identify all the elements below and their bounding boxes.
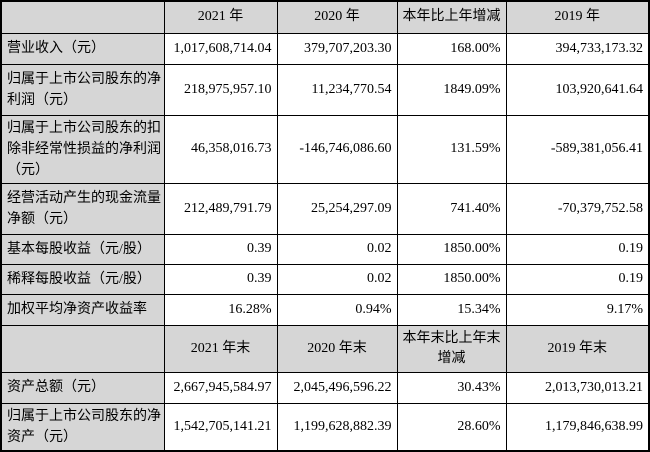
cell-value: 0.39 <box>163 233 278 265</box>
row-label-net-profit-excl-nonrecurring: 归属于上市公司股东的扣除非经常性损益的净利润（元） <box>0 114 165 184</box>
table-row: 资产总额（元） 2,667,945,584.97 2,045,496,596.2… <box>0 371 650 404</box>
cell-value: 2,013,730,013.21 <box>505 371 650 404</box>
row-label-net-assets: 归属于上市公司股东的净资产（元） <box>0 402 165 452</box>
table-row: 基本每股收益（元/股） 0.39 0.02 1850.00% 0.19 <box>0 233 650 265</box>
cell-value: 218,975,957.10 <box>163 63 278 116</box>
cell-value: 379,707,203.30 <box>276 32 398 65</box>
row-label-basic-eps: 基本每股收益（元/股） <box>0 233 165 265</box>
column-header-2021: 2021 年 <box>163 0 278 34</box>
cell-value: 1,542,705,141.21 <box>163 402 278 452</box>
cell-value: 1,017,608,714.04 <box>163 32 278 65</box>
cell-value: 15.34% <box>396 293 507 326</box>
cell-value: 103,920,641.64 <box>505 63 650 116</box>
table-header-row-period: 2021 年 2020 年 本年比上年增减 2019 年 <box>0 0 650 34</box>
cell-value: 1,179,846,638.99 <box>505 402 650 452</box>
cell-value: 1850.00% <box>396 233 507 265</box>
cell-value: 0.19 <box>505 263 650 295</box>
table-row: 加权平均净资产收益率 16.28% 0.94% 15.34% 9.17% <box>0 293 650 326</box>
cell-value: 212,489,791.79 <box>163 182 278 235</box>
cell-value: 168.00% <box>396 32 507 65</box>
column-header-yoy-change: 本年比上年增减 <box>396 0 507 34</box>
column-header-2020-yearend: 2020 年末 <box>276 324 398 373</box>
cell-value: 0.39 <box>163 263 278 295</box>
cell-value: 2,667,945,584.97 <box>163 371 278 404</box>
cell-value: -589,381,056.41 <box>505 114 650 184</box>
column-header-2020: 2020 年 <box>276 0 398 34</box>
row-label-net-profit: 归属于上市公司股东的净利润（元） <box>0 63 165 116</box>
row-label-total-assets: 资产总额（元） <box>0 371 165 404</box>
cell-value: 0.94% <box>276 293 398 326</box>
table-row: 营业收入（元） 1,017,608,714.04 379,707,203.30 … <box>0 32 650 65</box>
cell-value: 2,045,496,596.22 <box>276 371 398 404</box>
header-corner-cell <box>0 0 165 34</box>
cell-value: 0.02 <box>276 233 398 265</box>
cell-value: 9.17% <box>505 293 650 326</box>
table-row: 归属于上市公司股东的扣除非经常性损益的净利润（元） 46,358,016.73 … <box>0 114 650 184</box>
row-label-revenue: 营业收入（元） <box>0 32 165 65</box>
cell-value: 0.19 <box>505 233 650 265</box>
table-row: 稀释每股收益（元/股） 0.39 0.02 1850.00% 0.19 <box>0 263 650 295</box>
cell-value: 741.40% <box>396 182 507 235</box>
cell-value: 16.28% <box>163 293 278 326</box>
column-header-yearend-change: 本年末比上年末增减 <box>396 324 507 373</box>
cell-value: 11,234,770.54 <box>276 63 398 116</box>
row-label-weighted-avg-roe: 加权平均净资产收益率 <box>0 293 165 326</box>
table-row: 归属于上市公司股东的净资产（元） 1,542,705,141.21 1,199,… <box>0 402 650 452</box>
column-header-2019-yearend: 2019 年末 <box>505 324 650 373</box>
cell-value: 131.59% <box>396 114 507 184</box>
row-label-diluted-eps: 稀释每股收益（元/股） <box>0 263 165 295</box>
cell-value: -70,379,752.58 <box>505 182 650 235</box>
row-label-operating-cash-flow: 经营活动产生的现金流量净额（元） <box>0 182 165 235</box>
cell-value: 394,733,173.32 <box>505 32 650 65</box>
cell-value: 1850.00% <box>396 263 507 295</box>
cell-value: 30.43% <box>396 371 507 404</box>
table-row: 经营活动产生的现金流量净额（元） 212,489,791.79 25,254,2… <box>0 182 650 235</box>
table-header-row-yearend: 2021 年末 2020 年末 本年末比上年末增减 2019 年末 <box>0 324 650 373</box>
cell-value: 28.60% <box>396 402 507 452</box>
cell-value: 1849.09% <box>396 63 507 116</box>
cell-value: 46,358,016.73 <box>163 114 278 184</box>
cell-value: 25,254,297.09 <box>276 182 398 235</box>
column-header-2019: 2019 年 <box>505 0 650 34</box>
table-row: 归属于上市公司股东的净利润（元） 218,975,957.10 11,234,7… <box>0 63 650 116</box>
cell-value: -146,746,086.60 <box>276 114 398 184</box>
cell-value: 0.02 <box>276 263 398 295</box>
header-corner-cell <box>0 324 165 373</box>
cell-value: 1,199,628,882.39 <box>276 402 398 452</box>
column-header-2021-yearend: 2021 年末 <box>163 324 278 373</box>
